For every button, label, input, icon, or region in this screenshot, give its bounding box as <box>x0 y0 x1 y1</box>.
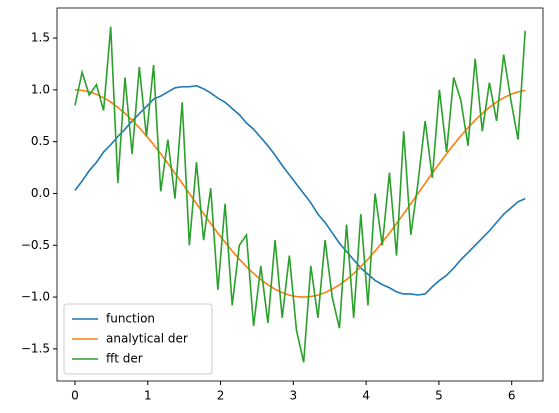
y-tick-label: −1.5 <box>21 341 50 355</box>
y-tick-label: 0.5 <box>31 134 50 148</box>
x-tick-label: 0 <box>71 389 79 403</box>
line-series <box>74 26 526 363</box>
legend-label: function <box>106 312 155 326</box>
x-tick-label: 3 <box>290 389 298 403</box>
x-tick-label: 1 <box>144 389 152 403</box>
x-tick-label: 2 <box>217 389 225 403</box>
y-tick-label: 1.5 <box>31 31 50 45</box>
legend-label: analytical der <box>106 332 188 346</box>
line-series <box>74 84 526 296</box>
y-tick-label: 0.0 <box>31 186 50 200</box>
x-tick-label: 4 <box>362 389 370 403</box>
y-tick-label: 1.0 <box>31 82 50 96</box>
y-tick-label: −0.5 <box>21 238 50 252</box>
legend-label: fft der <box>106 352 143 366</box>
x-tick-label: 6 <box>508 389 516 403</box>
legend-box <box>63 303 213 375</box>
axes-frame <box>56 7 544 382</box>
x-tick-label: 5 <box>435 389 443 403</box>
line-series <box>74 89 526 298</box>
y-tick-label: −1.0 <box>21 290 50 304</box>
